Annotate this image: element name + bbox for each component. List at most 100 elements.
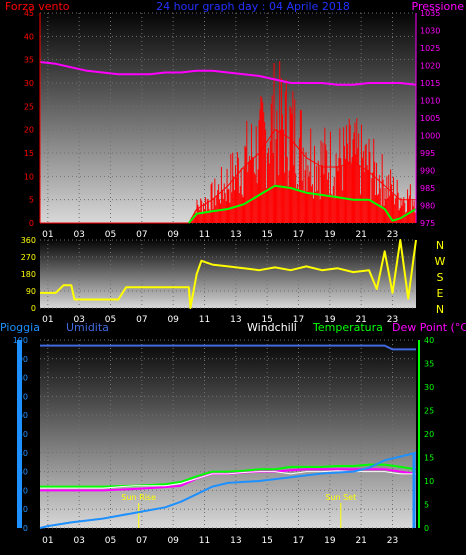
temp-y-tick: 40 bbox=[424, 336, 434, 345]
pressure-y-tick: 1030 bbox=[420, 27, 440, 36]
rain-line bbox=[39, 451, 417, 529]
x-tick-label: 19 bbox=[324, 230, 336, 240]
x-tick-label: 13 bbox=[230, 536, 241, 546]
rain-y-tick: 30 bbox=[18, 468, 28, 477]
pressure-y-tick: 985 bbox=[420, 184, 435, 193]
windchill-line bbox=[40, 470, 416, 489]
temp-y-tick: 0 bbox=[424, 524, 429, 533]
x-tick-label: 17 bbox=[293, 315, 304, 325]
x-tick-label: 09 bbox=[167, 536, 179, 546]
direction-y-tick: 360 bbox=[21, 236, 36, 245]
wind-grid bbox=[40, 12, 416, 224]
rain-y-tick: 20 bbox=[18, 486, 28, 495]
wind-axes: 0510152025303540459759809859909951000100… bbox=[24, 9, 441, 240]
humidity-line bbox=[40, 344, 416, 351]
pressure-y-tick: 975 bbox=[420, 219, 435, 228]
wind-y-tick: 25 bbox=[24, 102, 34, 111]
temp-y-tick: 35 bbox=[424, 360, 434, 369]
x-tick-label: 23 bbox=[387, 536, 398, 546]
x-tick-label: 15 bbox=[261, 230, 272, 240]
wind-y-tick: 0 bbox=[29, 219, 34, 228]
x-tick-label: 11 bbox=[199, 315, 210, 325]
pressure-y-tick: 990 bbox=[420, 167, 435, 176]
x-tick-label: 07 bbox=[136, 230, 147, 240]
sun-label: Sun Set bbox=[325, 493, 356, 502]
x-tick-label: 21 bbox=[355, 315, 366, 325]
wind-y-tick: 10 bbox=[24, 172, 34, 181]
pressure-axis-label: Pressione bbox=[412, 0, 465, 13]
direction-line bbox=[40, 239, 417, 309]
x-tick-label: 07 bbox=[136, 315, 147, 325]
wind-y-tick: 20 bbox=[24, 126, 34, 135]
pressure-y-tick: 1005 bbox=[420, 114, 440, 123]
x-tick-label: 19 bbox=[324, 315, 336, 325]
rain-y-tick: 80 bbox=[18, 374, 28, 383]
rain-y-tick: 40 bbox=[18, 449, 28, 458]
x-tick-label: 11 bbox=[199, 230, 210, 240]
pressure-y-tick: 1000 bbox=[420, 132, 440, 141]
wind-average-line bbox=[188, 184, 417, 224]
rain-y-tick: 10 bbox=[18, 505, 28, 514]
rain-axis-bar bbox=[17, 340, 22, 528]
x-tick-label: 09 bbox=[167, 230, 179, 240]
compass-letter: N bbox=[436, 303, 444, 316]
x-tick-label: 15 bbox=[261, 536, 272, 546]
wind-y-tick: 45 bbox=[24, 9, 34, 18]
pressure-y-tick: 1020 bbox=[420, 62, 440, 71]
rain-y-tick: 60 bbox=[18, 411, 28, 420]
x-tick-label: 11 bbox=[199, 536, 210, 546]
sun-label: Sun Rise bbox=[121, 493, 156, 502]
pressure-y-tick: 980 bbox=[420, 202, 435, 211]
x-tick-label: 03 bbox=[73, 315, 84, 325]
legend-item: Dew Point (°C) bbox=[392, 321, 466, 334]
pressure-y-tick: 1015 bbox=[420, 79, 440, 88]
direction-grid bbox=[40, 239, 416, 309]
pressure-y-tick: 1035 bbox=[420, 9, 440, 18]
temp-y-tick: 15 bbox=[424, 454, 434, 463]
x-tick-label: 03 bbox=[73, 536, 84, 546]
direction-y-tick: 270 bbox=[21, 253, 36, 262]
x-tick-label: 17 bbox=[293, 230, 304, 240]
climate-axes: 0102030405060708090100051015202530354001… bbox=[13, 336, 434, 546]
wind-y-tick: 5 bbox=[29, 196, 34, 205]
legend-item: Windchill bbox=[247, 321, 297, 334]
x-tick-label: 01 bbox=[42, 315, 53, 325]
x-tick-label: 19 bbox=[324, 536, 336, 546]
x-tick-label: 01 bbox=[42, 230, 53, 240]
x-tick-label: 03 bbox=[73, 230, 84, 240]
compass-letter: S bbox=[437, 271, 444, 284]
compass-letter: E bbox=[437, 287, 444, 300]
climate-series: Sun Rise Sun Set bbox=[39, 344, 417, 529]
wind-series bbox=[39, 61, 417, 224]
legend-item: Umidita bbox=[66, 321, 109, 334]
legend-item: Pioggia bbox=[0, 321, 40, 334]
rain-y-tick: 50 bbox=[18, 430, 28, 439]
x-tick-label: 09 bbox=[167, 315, 179, 325]
temp-y-tick: 30 bbox=[424, 383, 434, 392]
wind-y-tick: 15 bbox=[24, 149, 34, 158]
x-tick-label: 15 bbox=[261, 315, 272, 325]
x-tick-label: 05 bbox=[105, 230, 116, 240]
direction-series bbox=[40, 239, 417, 309]
x-tick-label: 21 bbox=[355, 230, 366, 240]
direction-axes: 0 90 180 270 360 01 03 05 07 09 11 13 15 17 19 21 23 bbox=[21, 236, 399, 325]
compass-letter: N bbox=[436, 239, 444, 252]
wind-y-tick: 40 bbox=[24, 32, 34, 41]
pressure-line bbox=[39, 61, 417, 86]
x-tick-label: 01 bbox=[42, 536, 53, 546]
wind-y-tick: 35 bbox=[24, 56, 34, 65]
climate-legend: Pioggia Umidita Windchill Temperatura Dew Po… bbox=[0, 321, 466, 334]
x-tick-label: 23 bbox=[387, 315, 398, 325]
pressure-y-tick: 1025 bbox=[420, 44, 440, 53]
x-tick-label: 17 bbox=[293, 536, 304, 546]
wind-axis-label: Forza vento bbox=[5, 0, 70, 13]
legend-item: Temperatura bbox=[312, 321, 383, 334]
temp-y-tick: 25 bbox=[424, 407, 434, 416]
x-tick-label: 05 bbox=[105, 536, 116, 546]
chart-title: 24 hour graph day : 04 Aprile 2018 bbox=[156, 0, 350, 13]
rain-y-tick: 0 bbox=[23, 524, 28, 533]
compass-letter: W bbox=[435, 255, 446, 268]
x-tick-label: 21 bbox=[355, 536, 366, 546]
